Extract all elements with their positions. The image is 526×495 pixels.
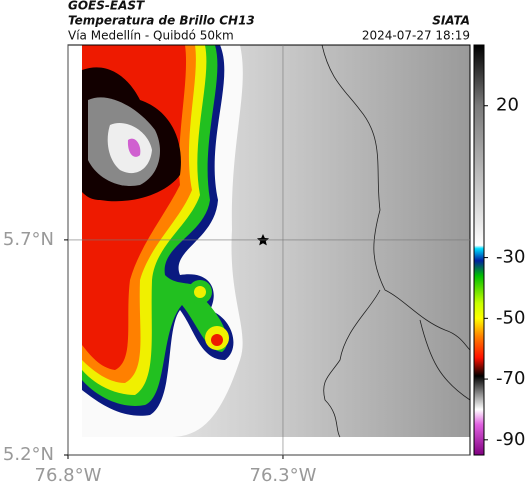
cell-yellow [194,286,206,298]
colorbar [474,45,484,455]
cell-red [211,334,223,346]
border [419,319,471,401]
colorbar-tick-label: -50 [496,307,525,328]
x-tick-label: 76.8°W [35,465,102,486]
y-tick-label: 5.2°N [3,444,54,465]
colorbar-tick-label: -70 [496,368,525,389]
colorbar-tick-label: -30 [496,247,525,268]
timestamp: 2024-07-27 18:19 [362,29,470,43]
source: SIATA [432,14,470,28]
y-tick-label: 5.7°N [3,229,54,250]
imagery [82,44,471,438]
colorbar-frame [473,44,485,456]
satellite: GOES-EAST [68,0,145,13]
cloud-magenta [127,138,141,157]
colorbar-tick-label: -90 [496,429,525,450]
region: Vía Medellín - Quibdó 50km [68,29,234,43]
product: Temperatura de Brillo CH13 [68,14,255,28]
border [323,289,381,438]
border [321,44,471,351]
colorbar-tick-label: 20 [496,95,519,116]
x-tick-label: 76.3°W [250,465,317,486]
